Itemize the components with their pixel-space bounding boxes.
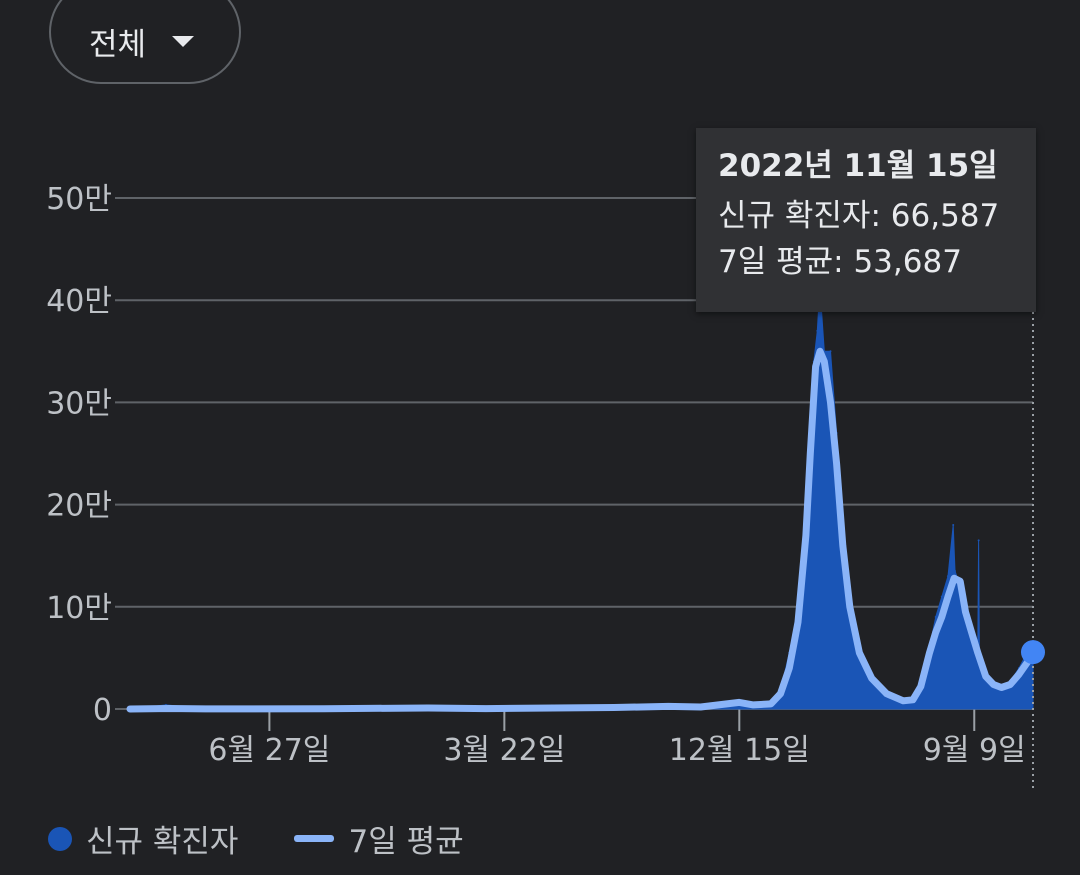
x-tick-label: 6월 27일 [208,733,330,768]
tooltip-average: 7일 평균: 53,687 [718,244,962,280]
legend-label-average: 7일 평균 [348,824,464,860]
x-tick-label: 12월 15일 [669,733,810,768]
chart-legend: 신규 확진자 7일 평균 [48,816,520,861]
new-cases-point [816,329,819,332]
range-dropdown-label: 전체 [89,26,147,63]
range-dropdown[interactable]: 전체 [49,0,241,84]
tooltip-date: 2022년 11월 15일 [718,148,998,184]
hover-tooltip: 2022년 11월 15일 신규 확진자: 66,587 7일 평균: 53,6… [696,128,1036,312]
x-tick-label: 3월 22일 [443,733,565,768]
new-cases-point [829,350,832,353]
new-cases-point [977,539,980,542]
y-tick-label: 10만 [46,591,112,626]
series-layer [126,74,1037,713]
y-axis-labels: 0 10만 20만 30만 40만 50만 [46,182,112,728]
new-cases-point [946,575,949,578]
y-tick-label: 40만 [46,284,112,319]
y-tick-label: 30만 [46,386,112,421]
tooltip-new-cases: 신규 확진자: 66,587 [718,198,1000,234]
y-tick-label: 50만 [46,182,112,217]
average-line [126,347,1037,713]
y-tick-label: 0 [93,693,112,728]
caret-down-icon [172,35,195,47]
legend-item-new-cases[interactable]: 신규 확진자 [48,816,238,861]
new-cases-point [934,616,937,619]
legend-dot-icon [48,826,72,851]
hover-layer [1021,312,1045,790]
x-axis-labels: 6월 27일 3월 22일 12월 15일 9월 9일 [208,709,1026,768]
tooltip-average-label: 7일 평균 [718,244,834,280]
x-tick-label: 9월 9일 [923,733,1026,768]
new-cases-point [953,570,956,573]
y-tick-label: 20만 [46,489,112,524]
tooltip-new-cases-value: 66,587 [890,198,1000,234]
legend-line-icon [294,835,335,842]
hover-marker [1021,640,1045,665]
new-cases-point [940,595,943,598]
legend-label-new-cases: 신규 확진자 [86,824,239,860]
new-cases-point [819,74,821,76]
tooltip-new-cases-label: 신규 확진자 [718,198,871,234]
tooltip-average-value: 53,687 [853,244,962,280]
legend-item-average[interactable]: 7일 평균 [294,816,464,861]
new-cases-point [952,524,955,527]
